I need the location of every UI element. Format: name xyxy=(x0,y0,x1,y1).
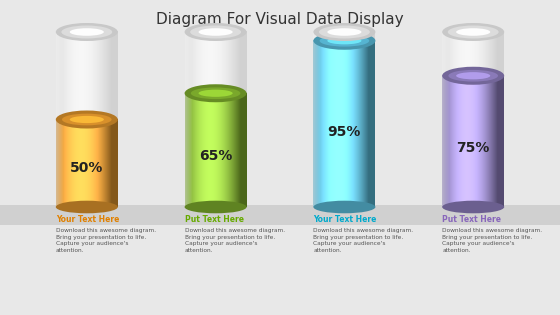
Text: Your Text Here: Your Text Here xyxy=(56,215,119,224)
Text: Put Text Here: Put Text Here xyxy=(185,215,244,224)
Ellipse shape xyxy=(448,26,498,38)
Ellipse shape xyxy=(191,87,240,99)
Ellipse shape xyxy=(442,67,504,85)
Ellipse shape xyxy=(442,23,504,41)
Ellipse shape xyxy=(314,23,375,41)
Text: Download this awesome diagram.
Bring your presentation to life.
Capture your aud: Download this awesome diagram. Bring you… xyxy=(185,228,284,253)
Text: Your Text Here: Your Text Here xyxy=(314,215,377,224)
Ellipse shape xyxy=(442,201,504,213)
Ellipse shape xyxy=(56,201,118,213)
Text: Diagram For Visual Data Display: Diagram For Visual Data Display xyxy=(156,12,404,27)
Ellipse shape xyxy=(199,90,232,97)
FancyBboxPatch shape xyxy=(0,205,560,225)
Text: Put Text Here: Put Text Here xyxy=(442,215,501,224)
Text: 50%: 50% xyxy=(70,161,104,175)
Ellipse shape xyxy=(62,114,111,125)
Ellipse shape xyxy=(62,26,112,38)
Ellipse shape xyxy=(199,28,232,36)
Text: Download this awesome diagram.
Bring your presentation to life.
Capture your aud: Download this awesome diagram. Bring you… xyxy=(56,228,156,253)
Ellipse shape xyxy=(56,23,118,41)
Ellipse shape xyxy=(56,111,118,129)
Ellipse shape xyxy=(70,116,104,123)
Ellipse shape xyxy=(70,28,104,36)
Ellipse shape xyxy=(456,72,490,79)
Ellipse shape xyxy=(185,23,246,41)
Ellipse shape xyxy=(328,37,361,44)
Ellipse shape xyxy=(328,28,361,36)
Text: 75%: 75% xyxy=(456,141,490,155)
Ellipse shape xyxy=(190,26,241,38)
Text: Download this awesome diagram.
Bring your presentation to life.
Capture your aud: Download this awesome diagram. Bring you… xyxy=(314,228,413,253)
Ellipse shape xyxy=(185,201,246,213)
Text: 65%: 65% xyxy=(199,149,232,163)
Ellipse shape xyxy=(185,84,246,102)
Ellipse shape xyxy=(456,28,490,36)
Ellipse shape xyxy=(314,201,375,213)
Ellipse shape xyxy=(449,70,498,82)
Ellipse shape xyxy=(314,32,375,50)
Ellipse shape xyxy=(320,35,369,47)
Text: Download this awesome diagram.
Bring your presentation to life.
Capture your aud: Download this awesome diagram. Bring you… xyxy=(442,228,542,253)
Text: 95%: 95% xyxy=(328,125,361,139)
Ellipse shape xyxy=(319,26,370,38)
